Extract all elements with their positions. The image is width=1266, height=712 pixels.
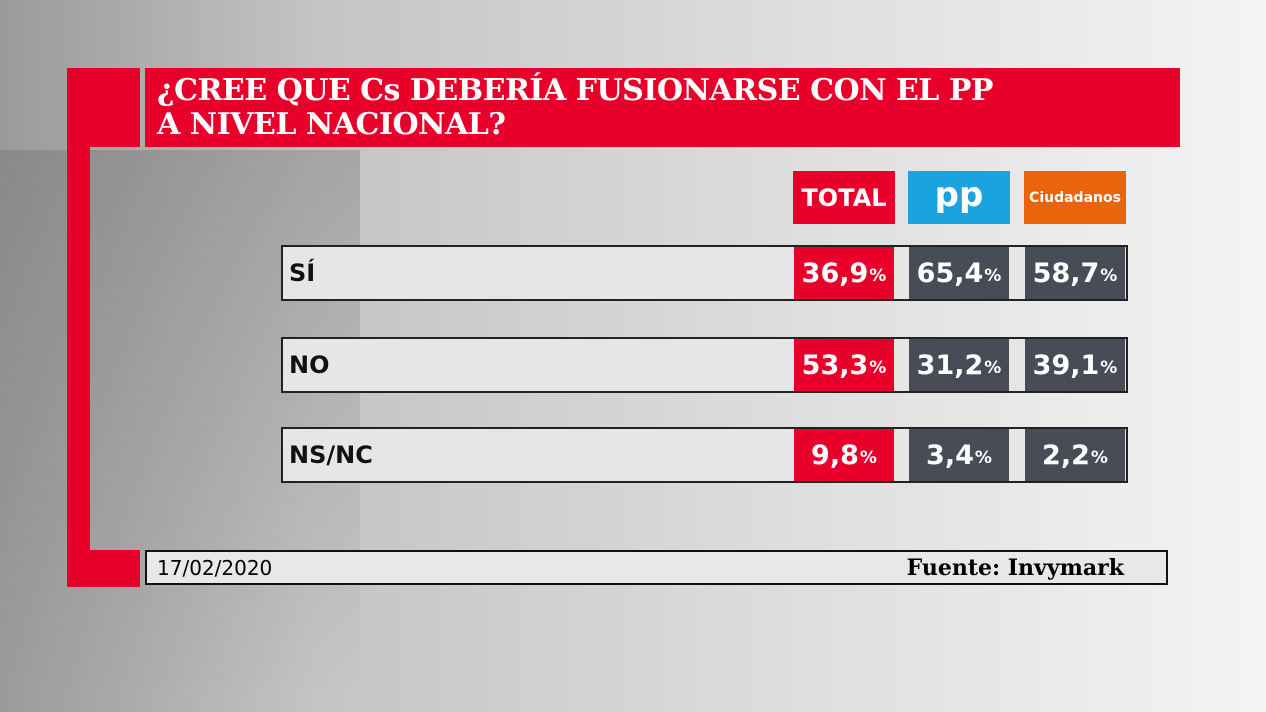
background-photo <box>0 150 360 690</box>
value-cell: 31,2% <box>909 339 1009 391</box>
row-label: SÍ <box>289 259 316 287</box>
row-label: NS/NC <box>289 441 373 469</box>
table-row: NS/NC 9,8% 3,4% 2,2% <box>281 427 1128 483</box>
percent-sign: % <box>1100 266 1118 286</box>
percent-sign: % <box>1090 448 1108 468</box>
value: 58,7 <box>1032 257 1100 289</box>
percent-sign: % <box>974 448 992 468</box>
value: 65,4 <box>916 257 984 289</box>
table-row: NO 53,3% 31,2% 39,1% <box>281 337 1128 393</box>
pp-logo: pp <box>908 171 1010 224</box>
column-header-total: TOTAL <box>793 171 895 224</box>
value-cell: 36,9% <box>794 247 894 299</box>
column-label: Ciudadanos <box>1029 189 1121 206</box>
value-cell: 65,4% <box>909 247 1009 299</box>
page-title: ¿CREE QUE Cs DEBERÍA FUSIONARSE CON EL P… <box>145 68 1180 147</box>
value: 31,2 <box>916 349 984 381</box>
value-cell: 53,3% <box>794 339 894 391</box>
value: 39,1 <box>1032 349 1100 381</box>
footer: 17/02/2020 Fuente: Invymark <box>145 550 1168 585</box>
value: 3,4 <box>926 439 974 471</box>
red-accent-block <box>67 68 140 147</box>
red-footer-block <box>67 550 140 587</box>
percent-sign: % <box>984 358 1002 378</box>
value-cell: 58,7% <box>1025 247 1125 299</box>
percent-sign: % <box>984 266 1002 286</box>
column-label: TOTAL <box>801 183 887 212</box>
title-line-2: A NIVEL NACIONAL? <box>157 107 506 142</box>
value-cell: 9,8% <box>794 429 894 481</box>
ciudadanos-logo: Ciudadanos <box>1024 171 1126 224</box>
value: 53,3 <box>801 349 869 381</box>
source: Fuente: Invymark <box>906 554 1124 581</box>
column-label: pp <box>934 174 984 215</box>
percent-sign: % <box>1100 358 1118 378</box>
value: 9,8 <box>811 439 859 471</box>
value-cell: 39,1% <box>1025 339 1125 391</box>
percent-sign: % <box>869 358 887 378</box>
date: 17/02/2020 <box>157 555 273 580</box>
row-label: NO <box>289 351 330 379</box>
value-cell: 2,2% <box>1025 429 1125 481</box>
value: 36,9 <box>801 257 869 289</box>
percent-sign: % <box>859 448 877 468</box>
percent-sign: % <box>869 266 887 286</box>
value: 2,2 <box>1042 439 1090 471</box>
red-accent-bar <box>67 147 90 587</box>
title-line-1: ¿CREE QUE Cs DEBERÍA FUSIONARSE CON EL P… <box>157 73 993 108</box>
value-cell: 3,4% <box>909 429 1009 481</box>
table-row: SÍ 36,9% 65,4% 58,7% <box>281 245 1128 301</box>
